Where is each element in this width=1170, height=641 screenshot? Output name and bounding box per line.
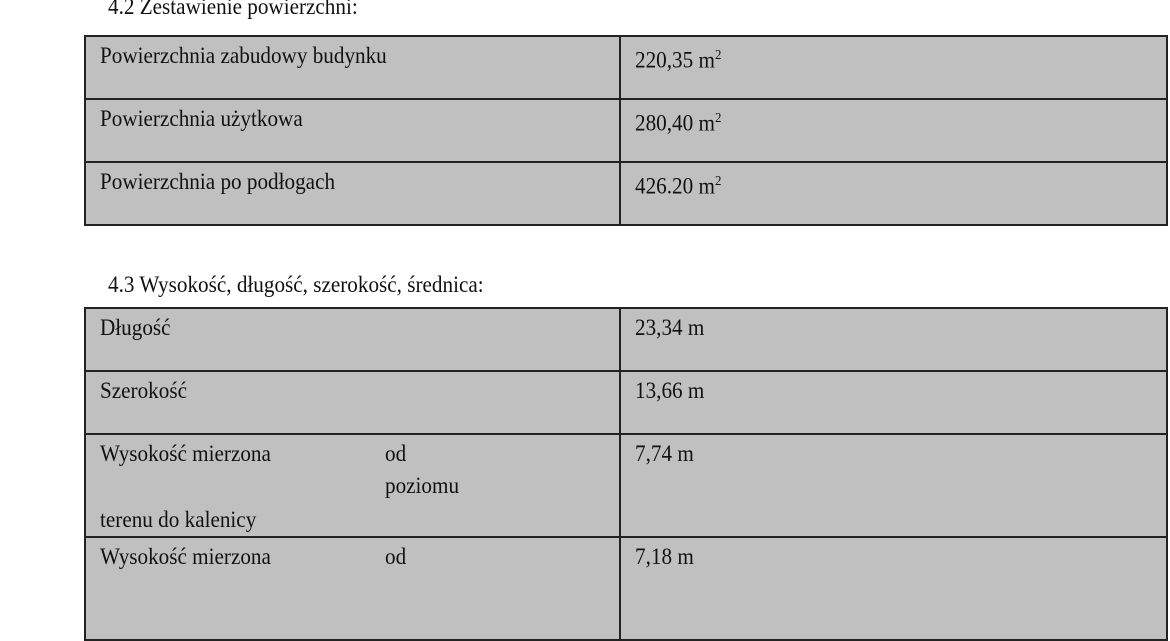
dimensions-table: Długość 23,34 m Szerokość 13,66 m Wysoko…	[84, 307, 1168, 641]
row-label: Szerokość	[100, 378, 187, 403]
row-value: 280,40 m2	[635, 110, 722, 136]
row-label-part: terenu do kalenicy	[100, 507, 257, 532]
row-label-part: Wysokość mierzona	[100, 441, 271, 466]
table-row: Powierzchnia po podłogach 426.20 m2	[84, 161, 1168, 226]
section-heading-4-3: 4.3 Wysokość, długość, szerokość, średni…	[108, 272, 484, 297]
row-label-part: od	[385, 441, 407, 466]
row-value: 13,66 m	[635, 378, 705, 403]
row-value: 7,74 m	[635, 441, 694, 466]
row-label-part: poziomu	[385, 473, 460, 498]
row-value: 220,35 m2	[635, 47, 722, 73]
row-value: 7,18 m	[635, 544, 694, 569]
row-label: Powierzchnia po podłogach	[100, 169, 336, 194]
row-label: Powierzchnia zabudowy budynku	[100, 43, 387, 68]
row-label: Długość	[100, 315, 171, 340]
table-row: Wysokość mierzona od poziomu terenu do k…	[84, 433, 1168, 538]
table-row: Powierzchnia użytkowa 280,40 m2	[84, 98, 1168, 163]
table-row: Szerokość 13,66 m	[84, 370, 1168, 435]
row-label-part: Wysokość mierzona	[100, 544, 271, 569]
area-summary-table: Powierzchnia zabudowy budynku 220,35 m2 …	[84, 35, 1168, 226]
row-label-part: od	[385, 544, 407, 569]
row-value: 426.20 m2	[635, 173, 722, 199]
row-value: 23,34 m	[635, 315, 705, 340]
table-row: Długość 23,34 m	[84, 307, 1168, 372]
section-heading-4-2: 4.2 Zestawienie powierzchni:	[108, 0, 358, 19]
table-row: Powierzchnia zabudowy budynku 220,35 m2	[84, 35, 1168, 100]
table-row: Wysokość mierzona od 7,18 m	[84, 536, 1168, 641]
row-label: Powierzchnia użytkowa	[100, 106, 303, 131]
